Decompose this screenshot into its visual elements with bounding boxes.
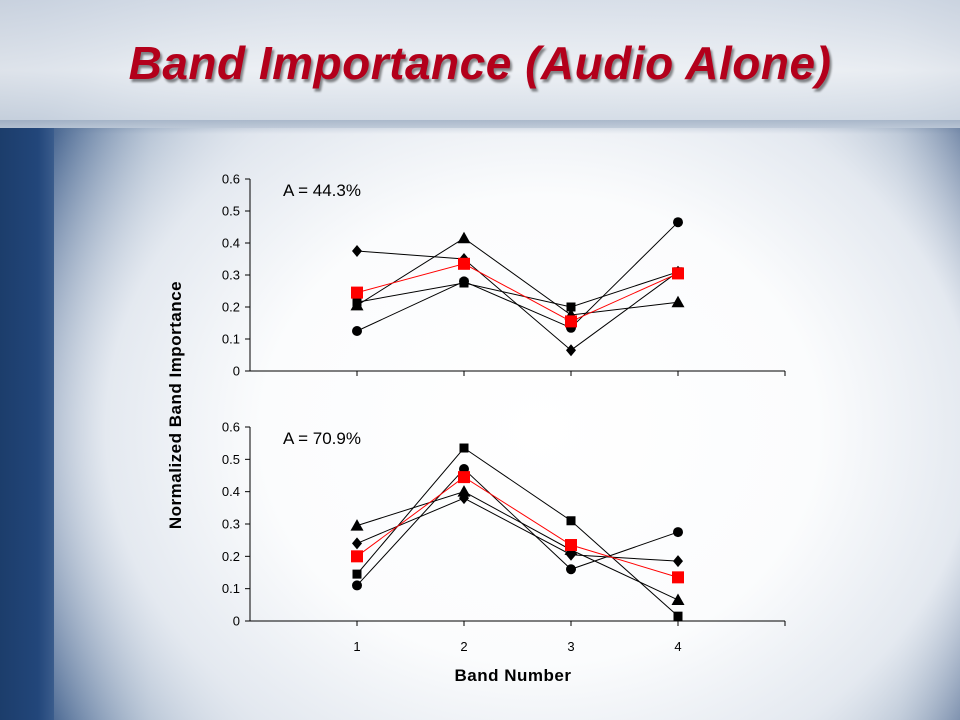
x-tick-label: 4	[674, 639, 681, 654]
panel-2-series-4-point	[352, 580, 362, 591]
y-axis-title: Normalized Band Importance	[166, 281, 185, 529]
x-tick-label: 1	[353, 639, 360, 654]
panel-2-y-tick-label: 0.5	[222, 452, 240, 467]
panel-1-y-tick-label: 0.5	[222, 204, 240, 219]
panel-1-series-5-point	[458, 257, 470, 270]
panel-2-series-3-line	[356, 491, 679, 601]
panel-2-series-1-line	[356, 497, 679, 562]
panel-1-series-1-point	[352, 245, 362, 257]
panel-2-y-tick-label: 0.1	[222, 581, 240, 596]
left-accent-bar	[0, 128, 54, 720]
panel-1-series-5-point	[351, 286, 363, 299]
panel-1-y-tick-label: 0.4	[222, 236, 240, 251]
x-axis-title: Band Number	[455, 666, 572, 685]
title-band	[0, 0, 960, 128]
panel-1-series-5-point	[565, 315, 577, 328]
panel-2-annotation: A = 70.9%	[283, 429, 361, 448]
panel-2-series-1-point	[673, 555, 683, 568]
panel-2-series-4-point	[673, 527, 683, 538]
panel-1-series-3-point	[457, 231, 471, 244]
panel-1-series-5-line	[356, 263, 679, 322]
panel-1-series-4-point	[352, 326, 362, 336]
panel-2-series-4-point	[566, 564, 576, 575]
panel-1-annotation: A = 44.3%	[283, 181, 361, 200]
panel-1-y-tick-label: 0.6	[222, 172, 240, 187]
panel-2-series-5-point	[458, 471, 470, 484]
panel-2-series-5-point	[351, 550, 363, 563]
panel-1-y-tick-label: 0.1	[222, 332, 240, 347]
panel-2-series-5-line	[356, 476, 679, 578]
panel-2-y-tick-label: 0.4	[222, 484, 240, 499]
panel-1-y-tick-label: 0	[233, 364, 240, 379]
panel-2-series-2-point	[566, 516, 576, 526]
panel-2-series-5-point	[672, 571, 684, 584]
panel-1-y-tick-label: 0.2	[222, 300, 240, 315]
panel-2-y-tick-label: 0.6	[222, 420, 240, 435]
panel-1-series-2-point	[566, 302, 576, 312]
panel-1-series-5-point	[672, 267, 684, 280]
panel-1-y-tick-label: 0.3	[222, 268, 240, 283]
panel-2-series-3-point	[457, 485, 471, 497]
panel-1-series-3-point	[350, 298, 364, 311]
panel-2-series-5-point	[565, 539, 577, 552]
panel-1-series-2-line	[356, 271, 679, 308]
panel-2-series-3-point	[671, 593, 685, 605]
panel-1-series-1-point	[566, 344, 576, 357]
panel-2-y-tick-label: 0.2	[222, 549, 240, 564]
x-tick-label: 2	[460, 639, 467, 654]
title-band-shadow	[0, 120, 960, 134]
panel-2-series-1-point	[352, 537, 362, 550]
panel-2-y-tick-label: 0.3	[222, 517, 240, 532]
panel-1-series-4-line	[356, 221, 679, 332]
panel-2-series-2-point	[673, 611, 683, 621]
panel-2-y-tick-label: 0	[233, 614, 240, 629]
x-tick-label: 3	[567, 639, 574, 654]
panel-1-series-3-line	[356, 237, 679, 316]
panel-1-series-4-point	[459, 276, 469, 287]
panel-1-series-3-point	[671, 295, 685, 308]
panel-2-series-2-point	[352, 569, 362, 579]
panel-1-series-1-line	[356, 250, 679, 351]
panel-2-series-3-point	[350, 519, 364, 531]
panel-2-series-2-point	[459, 443, 469, 453]
panel-2-series-2-line	[356, 447, 679, 617]
slide-title: Band Importance (Audio Alone)	[128, 37, 832, 89]
panel-2-series-4-line	[356, 468, 679, 586]
panel-1-series-4-point	[673, 217, 683, 228]
